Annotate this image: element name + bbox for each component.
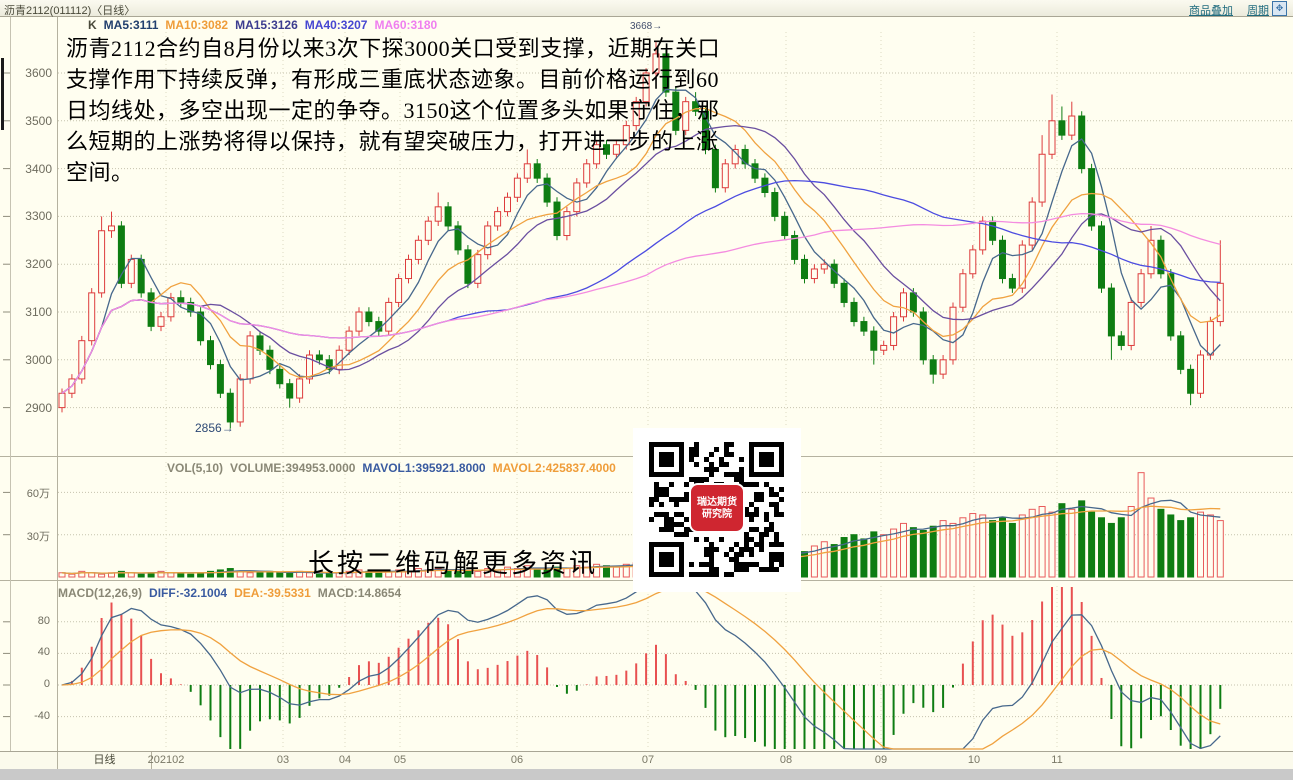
month-label: 05	[393, 754, 407, 766]
qr-code[interactable]: 瑞达期货 研究院	[633, 428, 801, 592]
month-label: 06	[510, 754, 524, 766]
month-label: 11	[1051, 754, 1063, 766]
macd-axis-label: -40	[34, 709, 50, 722]
macd-label: MACD:14.8654	[317, 586, 402, 600]
ma-label: MA15:3126	[235, 18, 298, 32]
vol-label: VOLUME:394953.0000	[230, 461, 356, 475]
macd-axis-label: 80	[37, 614, 50, 627]
month-label: 03	[276, 754, 290, 766]
macd-header: MACD(12,26,9) DIFF:-32.1004 DEA:-39.5331 MA…	[58, 586, 408, 600]
qr-badge: 瑞达期货 研究院	[689, 483, 745, 533]
horizontal-scrollbar[interactable]	[0, 769, 1293, 780]
expand-icon[interactable]: ✥	[1272, 1, 1287, 16]
month-label: 10	[967, 754, 981, 766]
price-axis-label: 3400	[25, 161, 52, 176]
price-axis-label: 3600	[25, 66, 52, 80]
qr-badge-line2: 研究院	[702, 509, 732, 520]
month-label: 07	[641, 754, 655, 766]
volume-axis-label: 60万	[26, 488, 50, 501]
month-label: 08	[779, 754, 793, 766]
ruler-thumb[interactable]	[1, 58, 4, 130]
macd-label: MACD(12,26,9)	[58, 586, 143, 600]
price-axis-label: 3000	[25, 352, 52, 367]
price-axis-label: 3200	[25, 257, 52, 272]
ma-label: MA10:3082	[165, 18, 229, 32]
annotation-text: 沥青2112合约自8月份以来3次下探3000关口受到支撑，近期在关口 支撑作用下…	[66, 36, 721, 185]
vol-label: MAVOL2:425837.4000	[492, 461, 616, 475]
commodity-overlay-link[interactable]: 商品叠加	[1189, 5, 1233, 17]
low-price-label: 2856→	[195, 421, 234, 435]
title-bar: 沥青2112(011112)〈日线〉 商品叠加 周期 ✥	[0, 0, 1293, 17]
chart-title: 沥青2112(011112)〈日线〉	[4, 5, 136, 17]
kline-ma-header: K MA5:3111 MA10:3082 MA15:3126 MA40:3207 MA60…	[88, 18, 444, 32]
ma-label: MA60:3180	[374, 18, 438, 32]
qr-caption: 长按二维码解更多资讯	[308, 549, 599, 578]
volume-header: VOL(5,10) VOLUME:394953.0000 MAVOL1:395921…	[167, 461, 623, 475]
macd-label: DEA:-39.5331	[234, 586, 311, 600]
month-label: 04	[338, 754, 352, 766]
time-axis: 日线 202102 03 04 05 06 07 08 09 10 11	[0, 751, 1293, 770]
peak-price-label: 3668→	[630, 21, 663, 32]
ma-label: MA5:3111	[103, 18, 159, 32]
price-axis-label: 3500	[25, 113, 52, 128]
price-axis-label: 2900	[25, 400, 52, 415]
period-cell[interactable]: 日线	[57, 752, 152, 769]
vol-label: MAVOL1:395921.8000	[362, 461, 486, 475]
macd-label: DIFF:-32.1004	[149, 586, 228, 600]
volume-axis-label: 30万	[26, 530, 50, 543]
vol-label: VOL(5,10)	[167, 461, 224, 475]
month-label: 202102	[147, 754, 185, 766]
macd-axis-label: 0	[43, 678, 50, 690]
macd-axis-label: 40	[37, 646, 50, 659]
ma-label: K	[88, 18, 97, 32]
period-link[interactable]: 周期	[1247, 5, 1269, 17]
price-axis-label: 3100	[25, 305, 52, 319]
price-axis-label: 3300	[25, 209, 52, 224]
qr-badge-line1: 瑞达期货	[697, 497, 737, 508]
ma-label: MA40:3207	[304, 18, 368, 32]
left-ruler[interactable]	[0, 16, 10, 768]
month-label: 09	[874, 754, 888, 766]
